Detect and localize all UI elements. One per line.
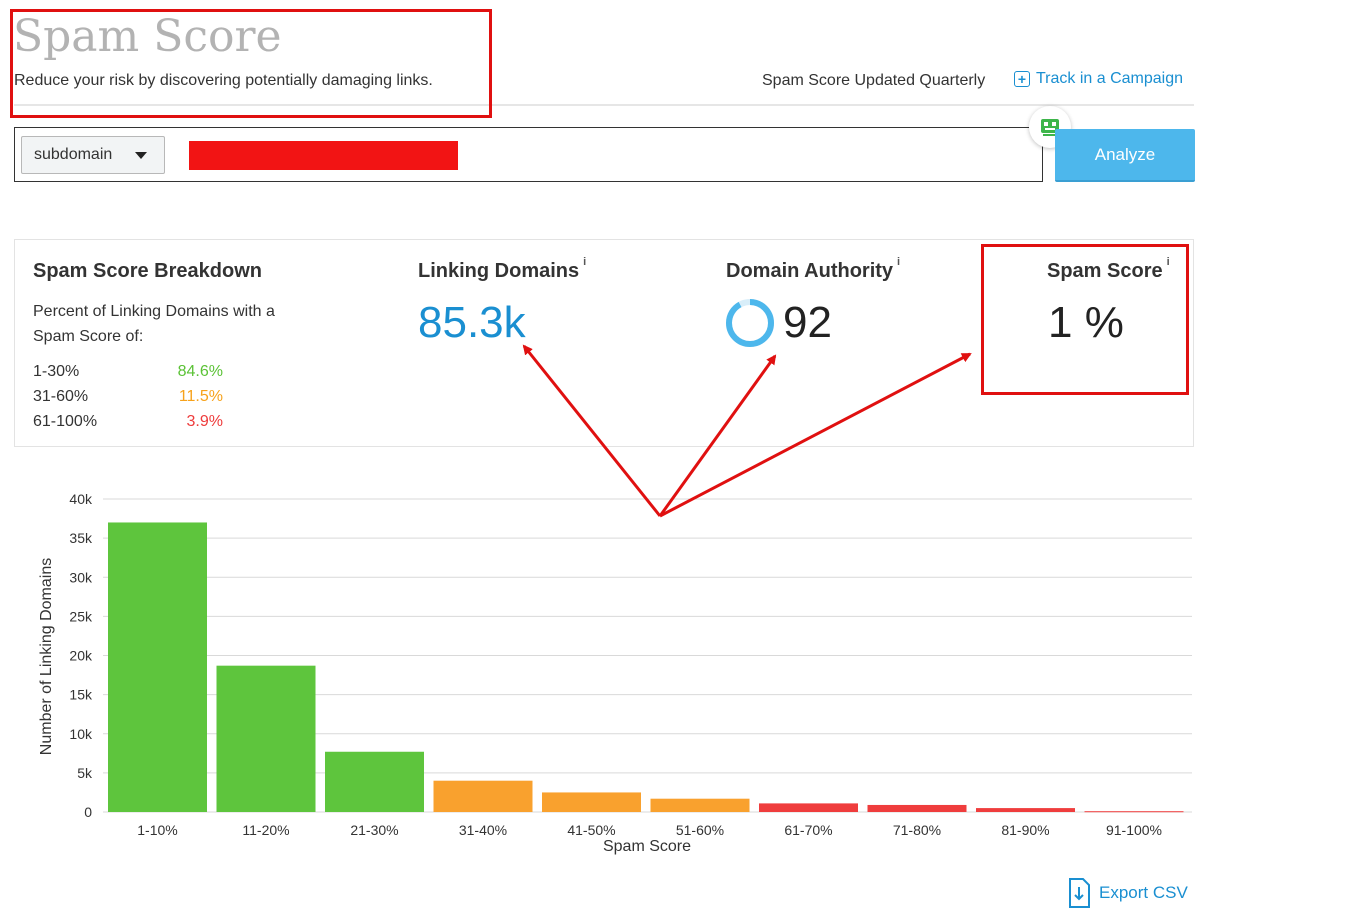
x-tick-label: 71-80% <box>893 822 941 838</box>
caret-down-icon <box>135 152 147 159</box>
page-title: Spam Score <box>13 11 282 62</box>
spam-score-label: Spam Score <box>1047 260 1163 282</box>
y-tick-label: 0 <box>84 804 92 820</box>
breakdown-range: 1-30% <box>33 363 80 380</box>
info-icon[interactable]: i <box>1166 256 1170 268</box>
y-tick-label: 40k <box>69 491 93 507</box>
breakdown-range: 61-100% <box>33 413 98 430</box>
y-tick-label: 15k <box>69 687 93 703</box>
analyze-button[interactable]: Analyze <box>1055 129 1195 182</box>
x-tick-label: 91-100% <box>1106 822 1162 838</box>
track-in-campaign-link[interactable]: + Track in a Campaign <box>1014 70 1183 88</box>
spam-score-value: 1 % <box>1048 298 1124 347</box>
linking-domains-value: 85.3k <box>418 298 526 347</box>
y-tick-label: 5k <box>77 765 93 781</box>
spam-score-chart: 0 5k 10k 15k 20k 25k 30k 35k 40k 1-10% 11-20% 21-30… <box>38 491 1192 855</box>
domain-authority-heading: Domain Authority i <box>726 256 900 283</box>
scope-dropdown-value: subdomain <box>34 146 113 163</box>
y-tick-label: 35k <box>69 530 93 546</box>
y-tick-label: 20k <box>69 648 93 664</box>
chart-bar <box>542 792 641 812</box>
track-in-campaign-label: Track in a Campaign <box>1036 70 1184 87</box>
update-frequency-note: Spam Score Updated Quarterly <box>762 72 986 89</box>
breakdown-range: 31-60% <box>33 388 89 405</box>
x-tick-label: 81-90% <box>1001 822 1049 838</box>
chart-bar <box>867 804 967 812</box>
x-tick-label: 51-60% <box>676 822 724 838</box>
page-subtitle: Reduce your risk by discovering potentia… <box>14 72 433 89</box>
spam-score-highlight-box <box>981 244 1189 395</box>
export-csv-label: Export CSV <box>1099 883 1188 902</box>
linking-domains-heading: Linking Domains i <box>418 256 586 283</box>
export-csv-link[interactable]: Export CSV <box>1068 878 1188 908</box>
breakdown-percent: 84.6% <box>177 363 223 380</box>
linking-domains-label: Linking Domains <box>418 260 580 282</box>
y-tick-label: 30k <box>69 569 93 585</box>
breakdown-description: Percent of Linking Domains with a Spam S… <box>33 303 275 345</box>
breakdown-row: 1-30% 84.6% <box>33 363 223 381</box>
x-tick-label: 1-10% <box>137 822 177 838</box>
title-highlight-box <box>10 9 492 118</box>
chart-bar <box>1084 811 1184 813</box>
robot-icon <box>1041 119 1059 136</box>
scope-dropdown[interactable]: subdomain <box>21 136 165 174</box>
breakdown-percent: 3.9% <box>186 413 223 430</box>
y-tick-label: 10k <box>69 726 93 742</box>
domain-authority-label: Domain Authority <box>726 260 894 282</box>
chart-bar <box>216 665 316 812</box>
chart-bar <box>650 798 750 812</box>
x-tick-label: 21-30% <box>350 822 398 838</box>
plus-icon: + <box>1014 71 1030 87</box>
url-search-input[interactable] <box>14 127 1043 182</box>
x-tick-label: 11-20% <box>242 822 289 838</box>
x-tick-label: 41-50% <box>567 822 615 838</box>
y-axis-label: Number of Linking Domains <box>38 558 55 755</box>
spam-score-heading: Spam Score i <box>1047 256 1170 283</box>
header-divider <box>14 104 1194 106</box>
chart-bar <box>433 780 533 812</box>
info-icon[interactable]: i <box>897 256 901 268</box>
x-tick-label: 61-70% <box>784 822 832 838</box>
x-tick-label: 31-40% <box>459 822 507 838</box>
breakdown-title: Spam Score Breakdown <box>33 260 262 282</box>
download-file-icon <box>1069 878 1090 908</box>
breakdown-row: 61-100% 3.9% <box>33 413 223 431</box>
breakdown-percent: 11.5% <box>178 388 223 405</box>
chart-bar <box>759 803 858 812</box>
info-icon[interactable]: i <box>583 256 587 268</box>
chart-bar <box>325 751 424 812</box>
chart-bar <box>108 522 207 812</box>
breakdown-row: 31-60% 11.5% <box>33 388 223 406</box>
domain-authority-ring <box>726 299 774 347</box>
chart-bar <box>976 808 1075 812</box>
redacted-url-block <box>189 141 458 170</box>
x-axis-label: Spam Score <box>603 838 691 855</box>
domain-authority-value: 92 <box>783 298 832 347</box>
ring-fill <box>726 299 774 347</box>
y-tick-label: 25k <box>69 608 93 624</box>
